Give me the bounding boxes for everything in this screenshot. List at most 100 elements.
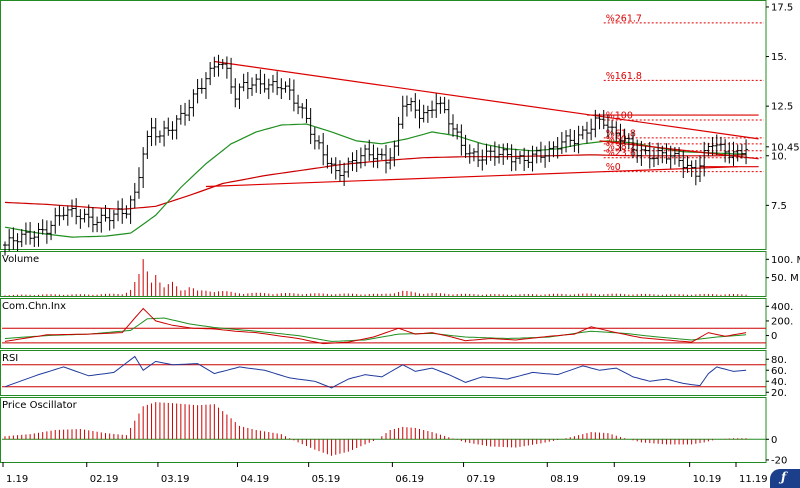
price-bar	[367, 139, 372, 161]
price-bar	[283, 81, 288, 93]
cci-fast-line	[4, 307, 747, 345]
price-bar	[262, 73, 267, 93]
price-bar	[576, 125, 581, 154]
price-bar	[199, 78, 204, 94]
x-tick-label-8: 09.19	[617, 474, 646, 485]
x-tick-label-2: 03.19	[161, 474, 190, 485]
price-bar	[124, 205, 129, 219]
price-bar	[442, 96, 447, 114]
x-tick-label-6: 07.19	[467, 474, 496, 485]
price-tick-label-4: 10.	[771, 151, 787, 162]
chart-settings-icon: ƒ	[781, 470, 787, 484]
price-bar	[505, 143, 510, 160]
price-bar	[400, 95, 405, 129]
price-bar	[174, 115, 179, 140]
ma-slow-line	[4, 154, 747, 210]
price-tick-label-3: 10.45	[771, 142, 800, 153]
cci-tick-label-2: 0	[771, 331, 777, 342]
price-bar	[584, 121, 589, 144]
price-bar	[689, 160, 694, 177]
price-bar	[321, 132, 326, 166]
price-bar	[538, 141, 543, 163]
price-bar	[517, 151, 522, 165]
price-bar	[564, 130, 569, 153]
price-bar	[639, 140, 644, 166]
price-bar	[291, 79, 296, 112]
price-bar	[727, 142, 732, 164]
price-bar	[710, 136, 715, 156]
price-tick-label-1: 15.	[771, 52, 787, 63]
price-bar	[178, 104, 183, 125]
price-bar	[266, 78, 271, 100]
price-bar	[149, 117, 154, 147]
price-bar	[19, 229, 24, 248]
price-bar	[438, 96, 443, 114]
price-bar	[216, 54, 221, 77]
price-bar	[36, 222, 41, 247]
cci-tick-label-1: 200.	[771, 316, 793, 327]
trendline-0	[214, 60, 759, 140]
price-bar	[346, 157, 351, 178]
price-bar	[597, 113, 602, 130]
price-bar	[388, 148, 393, 170]
price-bar	[530, 145, 535, 172]
panel-frame-2	[0, 298, 767, 349]
chart-settings-button[interactable]: ƒ	[770, 469, 800, 488]
price-bar	[714, 134, 719, 156]
price-bar	[363, 144, 368, 167]
price-bar	[74, 198, 79, 225]
price-bar	[731, 141, 736, 166]
price-bar	[413, 93, 418, 119]
price-bar	[103, 204, 108, 222]
price-bar	[107, 208, 112, 231]
price-bar	[693, 159, 698, 186]
price-bar	[304, 99, 309, 123]
price-bar	[476, 143, 481, 168]
price-bar	[698, 155, 703, 183]
rsi-title: RSI	[2, 353, 18, 364]
price-bar	[233, 78, 238, 108]
price-bar	[3, 241, 7, 256]
price-bar	[660, 145, 665, 164]
price-bar	[534, 146, 539, 164]
price-bar	[208, 62, 213, 86]
price-bar	[224, 56, 229, 79]
x-tick-label-1: 02.19	[90, 474, 119, 485]
price-bar	[166, 117, 171, 136]
price-bar	[237, 83, 242, 109]
price-bar	[132, 182, 137, 209]
price-bar	[128, 195, 133, 224]
price-bar	[53, 207, 58, 234]
price-tick-label-0: 17.5	[771, 2, 793, 13]
price-bar	[358, 147, 363, 169]
price-bar	[57, 205, 62, 226]
price-bar	[317, 135, 322, 150]
price-bar	[635, 139, 640, 163]
price-bar	[296, 94, 301, 115]
price-bar	[23, 222, 28, 245]
price-bar	[337, 160, 342, 182]
oscillator-tick-label-1: -20	[771, 455, 787, 466]
price-bar	[526, 149, 531, 169]
volume-tick-label-0: 100. M	[771, 255, 800, 266]
price-bar	[664, 143, 669, 164]
price-bar	[275, 71, 280, 96]
price-bar	[312, 127, 317, 150]
cci-tick-label-0: 400.	[771, 302, 793, 313]
price-bar	[672, 146, 677, 165]
ma-fast-line	[4, 123, 747, 238]
price-bar	[250, 77, 255, 96]
price-bar	[551, 141, 556, 158]
price-tick-label-2: 12.5	[771, 102, 793, 113]
price-bar	[90, 207, 95, 233]
price-bar	[28, 222, 33, 245]
price-bar	[589, 118, 594, 141]
price-bar	[187, 99, 192, 122]
x-tick-label-9: 10.19	[693, 474, 722, 485]
price-bar	[685, 155, 690, 173]
price-bar	[417, 99, 422, 129]
price-bar	[509, 144, 514, 172]
rsi-tick-label-3: 20.	[771, 388, 787, 399]
price-bar	[78, 209, 83, 229]
